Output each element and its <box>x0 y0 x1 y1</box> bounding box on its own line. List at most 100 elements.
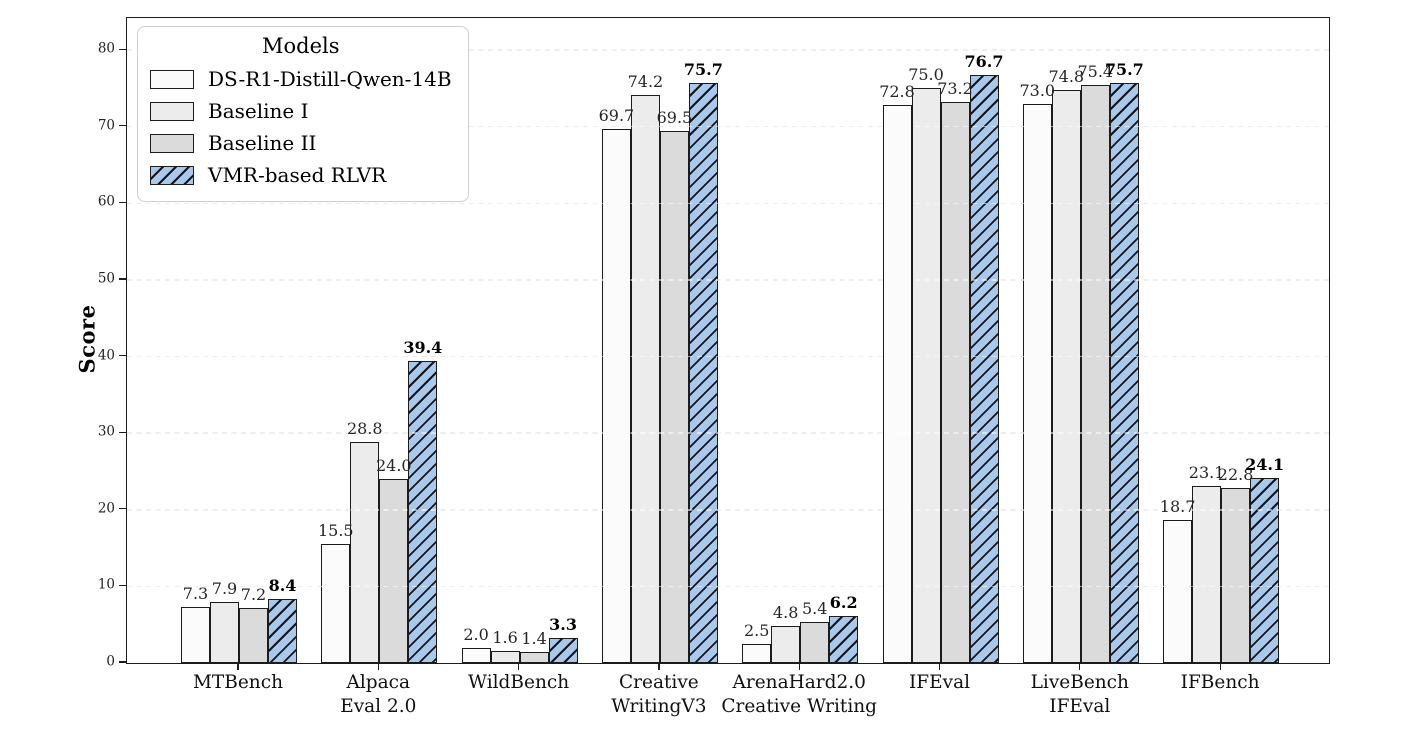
x-tick-mark <box>658 663 660 670</box>
legend-item-label: Baseline II <box>208 131 317 155</box>
y-tick-label: 40 <box>97 346 115 363</box>
bar-DS-R1-Distill-Qwen-14B-MTBench <box>181 607 210 663</box>
bar-VMR-based RLVR-Creative <box>688 83 718 663</box>
bar-VMR-based RLVR-MTBench <box>268 598 297 663</box>
bar-value-label: 2.5 <box>743 620 770 640</box>
y-tick-mark <box>119 661 126 663</box>
bar-value-label: 69.7 <box>598 106 635 126</box>
y-tick-label: 60 <box>97 193 115 210</box>
legend-item-label: Baseline I <box>208 99 309 123</box>
bar-Baseline II-IFBench <box>1221 488 1251 663</box>
legend-item: VMR-based RLVR <box>150 159 452 191</box>
bar-value-label: 7.3 <box>182 584 209 604</box>
legend-item-label: DS-R1-Distill-Qwen-14B <box>208 67 452 91</box>
bar-Baseline II-Alpaca <box>379 479 409 663</box>
bar-VMR-based RLVR-ArenaHard2.0 <box>829 615 859 663</box>
bar-value-label: 28.8 <box>346 419 383 439</box>
bar-value-label: 7.9 <box>211 579 238 599</box>
legend-item: Baseline II <box>150 127 452 159</box>
bar-value-label: 74.2 <box>627 71 664 91</box>
gridline-overlay <box>127 202 1329 205</box>
y-tick-label: 0 <box>106 653 115 670</box>
bar-Baseline II-ArenaHard2.0 <box>800 621 830 663</box>
bar-value-label: 4.8 <box>772 603 799 623</box>
bar-Baseline I-ArenaHard2.0 <box>771 626 801 663</box>
x-tick-mark <box>377 663 379 670</box>
bar-Baseline I-WildBench <box>490 650 520 663</box>
gridline-overlay <box>127 509 1329 511</box>
bar-value-label: 73.0 <box>1019 80 1056 100</box>
bar-VMR-based RLVR-Alpaca <box>408 361 438 663</box>
bar-Baseline I-LiveBench <box>1051 90 1081 663</box>
y-tick-label: 20 <box>97 500 115 517</box>
bar-Baseline II-MTBench <box>239 607 268 663</box>
y-tick-mark <box>119 584 126 587</box>
bar-value-label: 18.7 <box>1159 496 1196 516</box>
bar-DS-R1-Distill-Qwen-14B-WildBench <box>461 647 491 663</box>
bar-Baseline I-MTBench <box>210 602 239 663</box>
plot-area: 7.3 7.9 7.2 8.4 15.5 28.8 24.0 39.4 2.0 1.6 1.4 3.3… <box>126 17 1330 664</box>
bar-DS-R1-Distill-Qwen-14B-Alpaca <box>321 544 351 663</box>
bar-DS-R1-Distill-Qwen-14B-LiveBench <box>1022 103 1052 663</box>
bar-value-label: 1.6 <box>492 627 518 647</box>
bar-value-label: 75.4 <box>1077 62 1114 82</box>
bar-VMR-based RLVR-IFBench <box>1250 478 1280 663</box>
bar-DS-R1-Distill-Qwen-14B-IFEval <box>882 105 912 663</box>
gridline-overlay <box>127 432 1329 434</box>
bar-Baseline I-IFEval <box>911 88 941 663</box>
x-tick-mark <box>938 663 941 670</box>
bar-value-label: 22.8 <box>1217 465 1254 485</box>
bar-value-label: 74.8 <box>1048 67 1085 87</box>
x-tick-label: MTBench <box>192 672 284 693</box>
legend-swatch <box>150 101 194 121</box>
bar-value-label: 75.7 <box>683 60 723 80</box>
bar-Baseline I-Alpaca <box>350 442 380 663</box>
bar-Baseline II-IFEval <box>940 102 970 663</box>
legend-items: DS-R1-Distill-Qwen-14B Baseline I Baseline… <box>150 63 452 191</box>
x-tick-label: Creative WritingV3 <box>611 672 707 718</box>
y-tick-mark <box>119 125 126 127</box>
y-tick-mark <box>119 354 126 357</box>
bar-value-label: 24.0 <box>375 456 412 476</box>
y-tick-mark <box>119 201 126 204</box>
gridline-overlay <box>127 125 1329 128</box>
x-tick-label: ArenaHard2.0 Creative Writing <box>721 672 878 718</box>
y-tick-label: 50 <box>97 270 115 287</box>
bar-value-label: 73.2 <box>937 79 973 99</box>
bar-VMR-based RLVR-WildBench <box>548 637 578 663</box>
gridline-overlay <box>127 355 1329 358</box>
bar-VMR-based RLVR-LiveBench <box>1109 83 1139 663</box>
bar-value-label: 75.0 <box>908 65 944 85</box>
y-tick-label: 10 <box>97 576 115 593</box>
bar-value-label: 23.1 <box>1188 463 1225 483</box>
x-tick-mark <box>1219 663 1221 670</box>
y-tick-label: 30 <box>97 423 115 440</box>
legend-item: Baseline I <box>150 95 452 127</box>
x-tick-mark <box>237 663 239 670</box>
x-tick-label: IFEval <box>908 672 971 693</box>
legend: Models DS-R1-Distill-Qwen-14B Baseline I B… <box>137 26 469 202</box>
bar-value-label: 39.4 <box>403 338 443 358</box>
x-tick-mark <box>798 663 800 670</box>
bar-Baseline I-Creative <box>630 94 660 663</box>
x-tick-label: IFBench <box>1180 672 1260 693</box>
bar-Baseline II-Creative <box>659 130 689 663</box>
y-axis-label: Score <box>74 304 100 374</box>
bar-value-label: 3.3 <box>549 614 578 634</box>
gridline-overlay <box>127 585 1329 588</box>
legend-title: Models <box>262 34 340 58</box>
y-tick-label: 70 <box>97 117 115 134</box>
bar-value-label: 72.8 <box>879 82 915 102</box>
bar-value-label: 75.7 <box>1104 60 1144 80</box>
bar-DS-R1-Distill-Qwen-14B-ArenaHard2.0 <box>742 643 772 663</box>
bar-value-label: 2.0 <box>463 624 489 644</box>
legend-item: DS-R1-Distill-Qwen-14B <box>150 63 452 95</box>
gridline-overlay <box>127 279 1329 281</box>
y-tick-mark <box>119 431 126 433</box>
bar-Baseline I-IFBench <box>1192 486 1222 663</box>
bar-value-label: 7.2 <box>240 584 267 604</box>
bar-value-label: 8.4 <box>268 575 297 595</box>
bar-value-label: 1.4 <box>521 629 547 649</box>
bar-value-label: 24.1 <box>1245 455 1285 475</box>
